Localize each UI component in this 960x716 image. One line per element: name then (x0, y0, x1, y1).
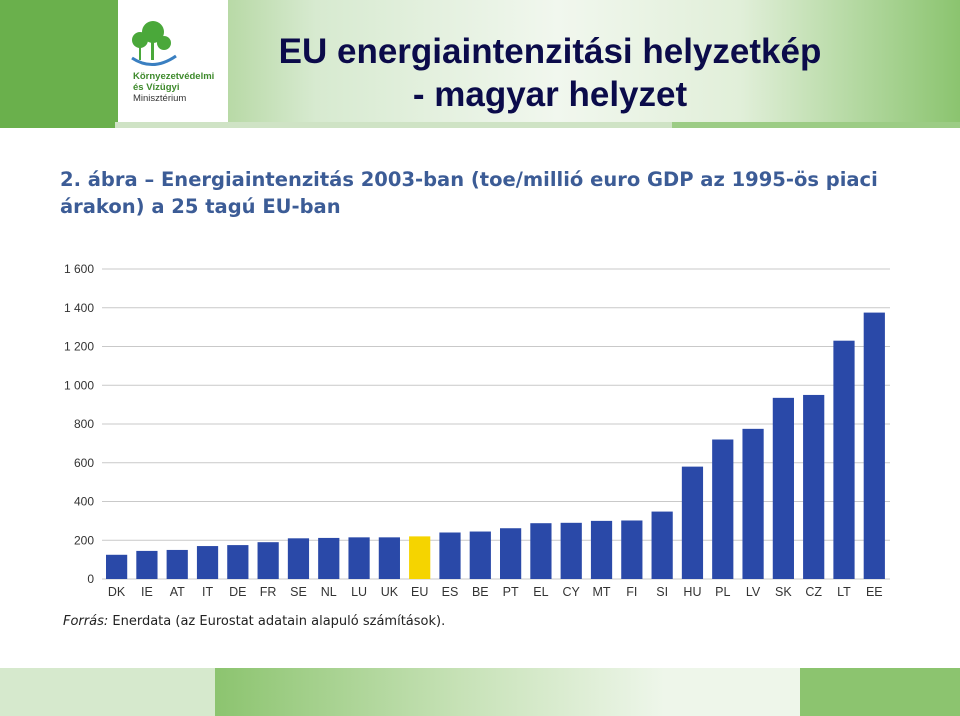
bar-chart: 0 200 400 600 800 1 000 1 200 1 400 1 600 DK IE AT I… (64, 262, 890, 599)
bar-el (530, 523, 552, 579)
bar-de (227, 545, 249, 579)
x-tick-label: EL (533, 585, 548, 599)
bar-nl (318, 537, 340, 579)
bar-pt (500, 528, 522, 579)
footer-band (0, 668, 960, 716)
logo-text-line2: és Vízügyi (133, 82, 180, 93)
footer-block-c (665, 668, 800, 716)
footer-block-d (800, 668, 960, 716)
x-tick-label: FI (626, 585, 637, 599)
header-strip (0, 122, 960, 128)
logo-text-line3: Minisztérium (133, 93, 187, 104)
x-tick-label: BE (472, 585, 489, 599)
x-tick-label: IT (202, 585, 213, 599)
ministry-logo (118, 0, 228, 124)
bar-lt (833, 340, 855, 579)
bar-es (439, 532, 461, 579)
bar-fr (257, 542, 279, 579)
x-tick-label: FR (260, 585, 277, 599)
bar-be (469, 531, 491, 579)
bar-hu (681, 466, 704, 579)
x-tick-label: AT (170, 585, 185, 599)
x-tick-label: PT (503, 585, 519, 599)
bar-mt (590, 520, 613, 579)
x-tick-label: CY (563, 585, 581, 599)
y-tick-label: 600 (74, 456, 94, 470)
bar-lv (742, 428, 764, 579)
header-green-block (0, 0, 118, 124)
header-band: Környezetvédelmi és Vízügyi Minisztérium (0, 0, 960, 128)
y-tick-label: 800 (74, 417, 94, 431)
x-tick-label: MT (592, 585, 610, 599)
bar-uk (378, 537, 400, 579)
y-tick-label: 200 (74, 533, 94, 547)
slide-title: EU energiaintenzitási helyzetkép - magya… (240, 30, 860, 116)
logo-text: Környezetvédelmi és Vízügyi Minisztérium (133, 71, 214, 104)
x-tick-label: LV (746, 585, 761, 599)
footer-block-b (215, 668, 665, 716)
y-tick-label: 1 600 (64, 262, 94, 276)
bar-eu (409, 536, 431, 579)
x-tick-label: CZ (805, 585, 822, 599)
tree-logo-icon (131, 21, 177, 66)
chart-title: 2. ábra – Energiaintenzitás 2003-ban (to… (60, 168, 878, 218)
x-tick-label: SE (290, 585, 307, 599)
source-label: Forrás: (63, 614, 109, 629)
header-gradient (228, 0, 960, 124)
bar-it (196, 546, 219, 579)
footer-block-a (0, 668, 215, 716)
bar-fi (621, 520, 643, 579)
x-tick-label: PL (715, 585, 730, 599)
x-tick-label: DE (229, 585, 246, 599)
y-tick-label: 1 400 (64, 301, 94, 315)
x-tick-label: ES (442, 585, 459, 599)
bar-si (651, 511, 673, 579)
y-tick-label: 1 000 (64, 378, 94, 392)
slide-title-line2: - magyar helyzet (412, 75, 688, 114)
x-tick-label: SK (775, 585, 792, 599)
x-tick-label: LU (351, 585, 367, 599)
x-tick-label: EU (411, 585, 428, 599)
x-tick-label: UK (381, 585, 399, 599)
bar-sk (772, 397, 794, 579)
x-tick-label: NL (321, 585, 337, 599)
bar-pl (712, 439, 734, 579)
bar-lu (348, 537, 370, 579)
bar-ee (863, 312, 885, 579)
y-tick-label: 400 (74, 495, 94, 509)
bar-cz (803, 394, 825, 579)
chart-source: Forrás: Enerdata (az Eurostat adatain al… (63, 614, 445, 629)
source-text: Enerdata (az Eurostat adatain alapuló sz… (112, 614, 446, 629)
x-tick-label: DK (108, 585, 126, 599)
x-tick-label: LT (837, 585, 851, 599)
x-tick-label: IE (141, 585, 153, 599)
slide-title-line1: EU energiaintenzitási helyzetkép (278, 32, 822, 71)
y-tick-label: 1 200 (64, 340, 94, 354)
bar-dk (106, 554, 128, 579)
logo-text-line1: Környezetvédelmi (133, 71, 215, 82)
bar-at (166, 549, 188, 579)
bar-cy (560, 522, 582, 579)
bar-se (287, 538, 310, 579)
y-tick-label: 0 (87, 572, 94, 586)
x-tick-label: SI (656, 585, 668, 599)
bar-ie (136, 550, 158, 579)
x-tick-label: EE (866, 585, 883, 599)
x-tick-label: HU (683, 585, 701, 599)
